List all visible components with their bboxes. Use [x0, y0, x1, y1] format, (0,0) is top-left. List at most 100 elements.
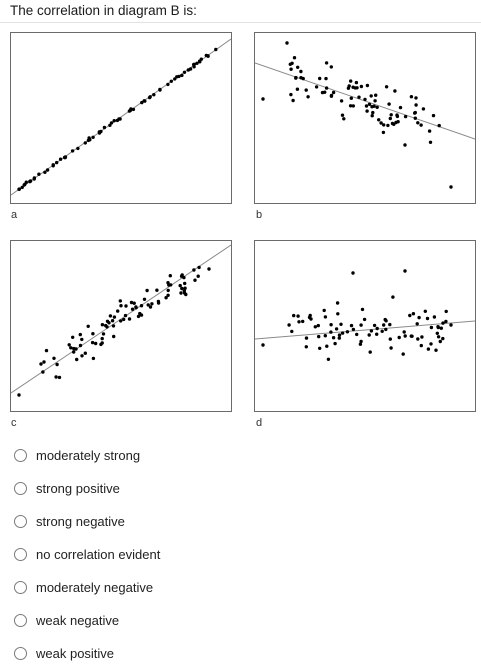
- scatter-point: [403, 114, 408, 119]
- scatter-point: [296, 65, 300, 69]
- scatter-point: [348, 104, 353, 108]
- scatter-point: [437, 123, 441, 128]
- option-strong-positive[interactable]: strong positive: [14, 477, 120, 499]
- scatter-point: [421, 107, 426, 111]
- scatter-point: [105, 319, 110, 323]
- option-strong-negative[interactable]: strong negative: [14, 510, 125, 532]
- scatter-point: [166, 288, 170, 293]
- scatter-point: [417, 315, 421, 320]
- scatter-point: [118, 117, 122, 121]
- scatter-point: [192, 268, 196, 272]
- radio-button[interactable]: [14, 481, 27, 495]
- scatter-point: [336, 312, 340, 316]
- radio-button[interactable]: [14, 580, 27, 594]
- scatter-point: [347, 84, 351, 88]
- scatter-point: [198, 60, 202, 64]
- radio-button[interactable]: [14, 514, 27, 528]
- scatter-point: [432, 315, 437, 319]
- diagram-label-d: d: [256, 417, 263, 429]
- scatter-point: [413, 110, 417, 115]
- scatter-point: [261, 343, 265, 347]
- scatter-point: [342, 117, 346, 121]
- scatter-point: [349, 323, 354, 328]
- scatter-point: [372, 104, 376, 108]
- radio-button[interactable]: [14, 547, 27, 561]
- scatter-point: [45, 168, 50, 172]
- scatter-point: [349, 79, 353, 83]
- scatter-point: [384, 319, 388, 323]
- scatter-point: [384, 327, 388, 332]
- scatter-point: [374, 93, 378, 97]
- scatter-point: [340, 113, 345, 117]
- scatter-point: [371, 110, 375, 115]
- scatter-point: [357, 95, 361, 99]
- scatter-point: [387, 102, 391, 106]
- scatter-point: [97, 131, 102, 135]
- scatter-point: [44, 348, 49, 353]
- scatter-point: [325, 344, 329, 348]
- option-moderately-negative[interactable]: moderately negative: [14, 576, 153, 598]
- scatter-point: [87, 136, 91, 140]
- option-weak-positive[interactable]: weak positive: [14, 642, 114, 664]
- scatter-point: [391, 295, 395, 299]
- scatter-point: [71, 335, 75, 339]
- scatter-point: [364, 104, 369, 108]
- scatter-point: [416, 121, 420, 125]
- radio-button[interactable]: [14, 646, 27, 660]
- scatter-point: [115, 118, 120, 123]
- option-moderately-strong[interactable]: moderately strong: [14, 444, 140, 466]
- scatter-point: [55, 160, 59, 165]
- scatter-point: [409, 334, 413, 338]
- scatter-point: [193, 278, 197, 282]
- scatter-point: [318, 346, 322, 350]
- scatter-point: [261, 97, 265, 101]
- plot-c-svg: [11, 244, 231, 397]
- scatter-point: [17, 187, 21, 191]
- scatter-point: [306, 95, 310, 99]
- scatter-point: [83, 351, 88, 355]
- scatter-point: [425, 316, 430, 321]
- scatter-point: [147, 95, 152, 100]
- option-no-correlation[interactable]: no correlation evident: [14, 543, 160, 565]
- scatter-point: [196, 274, 200, 278]
- scatter-point: [292, 56, 297, 60]
- option-weak-negative[interactable]: weak negative: [14, 609, 119, 631]
- scatter-point: [152, 93, 156, 97]
- scatter-point: [39, 362, 43, 366]
- scatter-point: [436, 325, 440, 330]
- scatter-point: [292, 313, 296, 318]
- scatter-point: [17, 393, 21, 397]
- scatter-point: [289, 92, 293, 97]
- scatter-point: [439, 326, 443, 330]
- radio-button[interactable]: [14, 448, 27, 462]
- scatter-point: [168, 274, 172, 278]
- scatter-point: [317, 334, 321, 339]
- scatter-point: [108, 123, 112, 128]
- scatter-point: [70, 149, 75, 153]
- scatter-point: [199, 57, 203, 61]
- scatter-point: [416, 337, 420, 341]
- scatter-point: [291, 98, 295, 103]
- radio-button[interactable]: [14, 613, 27, 627]
- scatter-point: [316, 323, 320, 328]
- scatter-point: [287, 323, 291, 327]
- scatter-point: [331, 336, 336, 340]
- scatter-point: [351, 104, 355, 108]
- scatter-point: [337, 333, 342, 337]
- scatter-point: [359, 323, 363, 327]
- scatter-point: [337, 336, 341, 340]
- scatter-point: [169, 79, 173, 83]
- scatter-point: [195, 61, 199, 65]
- scatter-point: [90, 340, 95, 345]
- scatter-point: [148, 305, 153, 309]
- scatter-point: [388, 322, 392, 327]
- scatter-point: [355, 86, 359, 90]
- scatter-point: [119, 304, 123, 308]
- scatter-point: [76, 146, 80, 151]
- scatter-point: [403, 269, 407, 273]
- scatter-point: [386, 123, 390, 128]
- scatter-point: [380, 329, 384, 333]
- scatter-point: [75, 357, 79, 362]
- scatter-point: [139, 313, 144, 317]
- scatter-point: [134, 305, 138, 309]
